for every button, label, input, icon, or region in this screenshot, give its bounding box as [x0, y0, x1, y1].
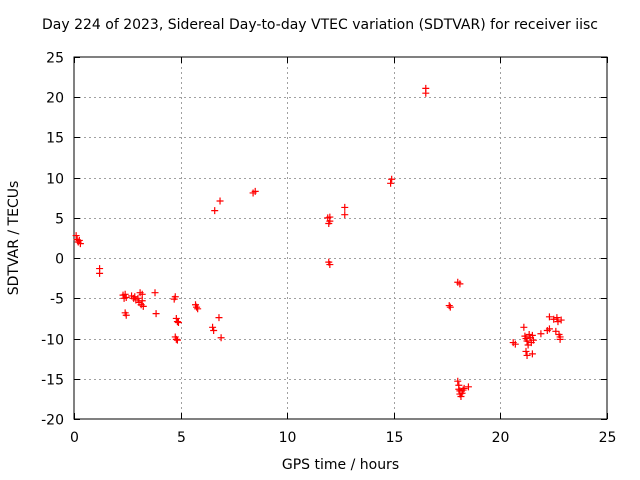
- data-point: [455, 385, 463, 393]
- plot-frame: [73, 56, 608, 420]
- data-point: [217, 334, 225, 342]
- data-point: [528, 350, 536, 358]
- data-point: [194, 305, 202, 313]
- y-tick-label: 20: [46, 91, 64, 107]
- data-point: [216, 197, 224, 205]
- y-tick-label: 10: [46, 172, 64, 188]
- data-point: [523, 351, 531, 359]
- data-point: [556, 335, 564, 343]
- data-point: [210, 327, 218, 335]
- data-point: [422, 84, 430, 92]
- y-tick-label: -10: [41, 333, 64, 349]
- data-point: [173, 336, 181, 344]
- data-point: [545, 325, 553, 333]
- y-tick-label: -5: [50, 292, 64, 308]
- data-points: [72, 84, 565, 400]
- data-point: [75, 236, 83, 244]
- x-tick-label: 25: [599, 430, 617, 446]
- data-point: [550, 315, 558, 323]
- y-tick-label: -20: [41, 413, 64, 429]
- data-point: [388, 175, 396, 183]
- x-tick-label: 15: [386, 430, 404, 446]
- data-point: [172, 314, 180, 322]
- data-point: [464, 383, 472, 391]
- data-point: [511, 340, 519, 348]
- data-point: [341, 203, 349, 211]
- data-point: [152, 310, 160, 318]
- x-tick-label: 10: [279, 430, 297, 446]
- data-point: [457, 392, 465, 400]
- y-tick-label: 25: [46, 51, 64, 67]
- data-point: [139, 302, 147, 310]
- data-point: [72, 232, 80, 240]
- data-point: [173, 318, 181, 326]
- data-point: [171, 293, 179, 301]
- chart-title: Day 224 of 2023, Sidereal Day-to-day VTE…: [42, 17, 598, 33]
- data-point: [174, 318, 182, 326]
- data-point: [525, 331, 533, 339]
- data-point: [446, 303, 454, 311]
- y-tick-label: 15: [46, 131, 64, 147]
- x-tick-label: 20: [492, 430, 510, 446]
- data-point: [326, 261, 334, 269]
- data-point: [537, 330, 545, 338]
- data-point: [387, 179, 395, 187]
- x-tick-label: 0: [70, 430, 79, 446]
- data-point: [554, 318, 562, 326]
- data-point: [121, 290, 129, 298]
- data-point: [545, 313, 553, 321]
- data-point: [134, 294, 142, 302]
- y-axis-label: SDTVAR / TECUs: [6, 180, 22, 296]
- x-tick-label: 5: [177, 430, 186, 446]
- data-point: [528, 331, 536, 339]
- grid: [74, 57, 607, 419]
- x-axis-label: GPS time / hours: [281, 457, 400, 473]
- data-point: [138, 290, 146, 298]
- data-point: [529, 336, 537, 344]
- data-point: [454, 377, 462, 385]
- data-point: [138, 297, 146, 305]
- data-point: [523, 337, 531, 345]
- data-point: [522, 347, 530, 355]
- data-point: [131, 293, 139, 301]
- data-point: [458, 389, 466, 397]
- axis-ticks: 0 5 10 15 20 25 -20 -15 -10 -5 0 5 10 15 20 25: [41, 51, 616, 447]
- data-point: [326, 213, 334, 221]
- data-point: [553, 314, 561, 322]
- data-point: [460, 384, 468, 392]
- data-point: [552, 327, 560, 335]
- data-point: [122, 311, 130, 319]
- data-point: [76, 240, 84, 248]
- y-tick-label: -15: [41, 373, 64, 389]
- y-tick-label: 5: [55, 212, 64, 228]
- data-point: [341, 211, 349, 219]
- data-point: [209, 323, 217, 331]
- data-point: [211, 207, 219, 215]
- data-point: [122, 294, 130, 302]
- data-point: [520, 323, 528, 331]
- data-point: [172, 335, 180, 343]
- data-point: [193, 303, 201, 311]
- data-point: [445, 302, 453, 310]
- data-point: [215, 314, 223, 322]
- data-point: [151, 289, 159, 297]
- data-point: [557, 316, 565, 324]
- data-point: [251, 187, 259, 195]
- data-point: [96, 269, 104, 277]
- data-point: [456, 280, 464, 288]
- y-tick-label: 0: [55, 252, 64, 268]
- data-point: [459, 386, 467, 394]
